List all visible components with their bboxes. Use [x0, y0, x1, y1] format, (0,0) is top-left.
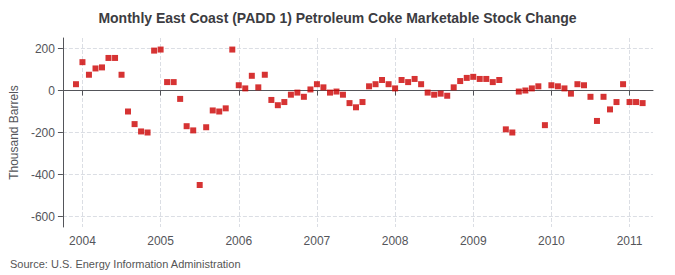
svg-text:2007: 2007: [304, 234, 331, 248]
svg-text:2004: 2004: [69, 234, 96, 248]
svg-text:2005: 2005: [147, 234, 174, 248]
svg-text:2009: 2009: [460, 234, 487, 248]
svg-text:200: 200: [35, 42, 55, 56]
svg-text:Monthly East Coast (PADD 1) Pe: Monthly East Coast (PADD 1) Petroleum Co…: [98, 10, 576, 26]
svg-text:2011: 2011: [617, 234, 643, 248]
svg-text:Thousand Barrels: Thousand Barrels: [7, 85, 21, 180]
svg-text:-400: -400: [31, 168, 55, 182]
svg-text:2008: 2008: [382, 234, 409, 248]
svg-text:0: 0: [48, 84, 55, 98]
svg-text:-600: -600: [31, 210, 55, 224]
svg-text:2010: 2010: [538, 234, 565, 248]
svg-text:-200: -200: [31, 126, 55, 140]
svg-text:Source: U.S. Energy Informatio: Source: U.S. Energy Information Administ…: [10, 258, 241, 270]
svg-text:2006: 2006: [225, 234, 252, 248]
